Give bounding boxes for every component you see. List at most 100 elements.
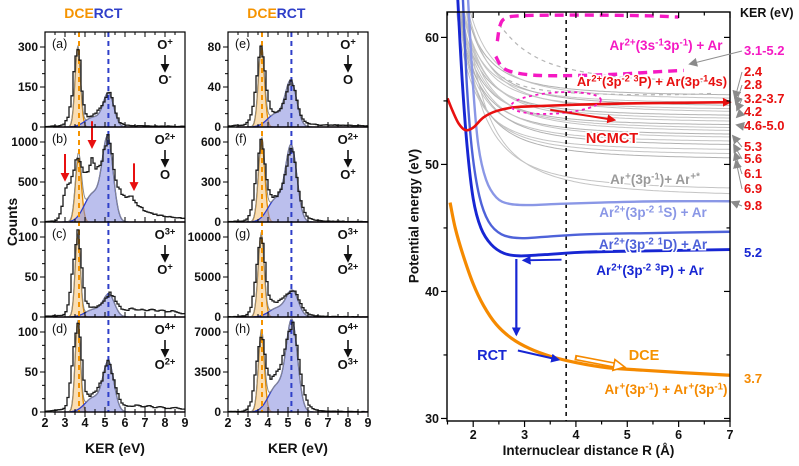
ker-axis-label-col1: KER (eV) [85,440,145,456]
curve-label-arpdar: Ar2+(3p-2 1D) + Ar [599,237,708,252]
curve-label-arpparps: Ar2+(3p-2 3P) + Ar(3p-14s) [577,74,727,89]
ker-leader-arrow [733,84,743,106]
initial-state-label: O3+ [338,227,359,242]
y-tick-label: 80 [208,40,222,54]
ker-leader-arrow [735,108,746,119]
x-tick-label: 2 [225,416,232,430]
panel-tag: (c) [52,227,67,241]
x-tick-label: 3 [245,416,252,430]
potential-curve-gray [460,12,730,116]
x-tick-label: 6 [305,416,312,430]
panel-decor-h: 2 3 4 5 6 7 8 9 0 3500 7000 (h) O4+ O3+ [194,316,372,430]
ker-leader-arrow [730,200,743,209]
x-tick-label: 4 [82,416,89,430]
potential-curve-gray [465,12,730,96]
y-tick-label: 300 [201,175,221,189]
final-state-label: O3+ [338,357,359,372]
potential-curve-gray [466,12,730,106]
y-tick-label: 100 [18,230,38,244]
initial-state-label: O4+ [338,322,359,337]
y-tick-label: 30 [425,412,439,426]
x-tick-label: 7 [142,416,149,430]
potential-curve-gray [460,12,730,138]
dce-header-col1: DCE [64,5,94,21]
y-tick-label: 10000 [188,230,222,244]
ker-value-3.1-5.2: 3.1-5.2 [744,43,784,58]
panel-decor-a: 0 150 300 (a) O+ O- [18,31,186,134]
ker-value-2.4: 2.4 [744,64,763,79]
panel-tag: (d) [52,322,67,336]
x-tick-label: 7 [325,416,332,430]
curve-label-rct: RCT [477,348,507,364]
panel-tag: (e) [235,37,250,51]
y-tick-label: 50 [25,365,39,379]
panel-tag: (g) [235,227,250,241]
curve-label-arparp: Ar+(3p-1) + Ar+(3p-1) [604,382,727,397]
y-tick-label: 7000 [194,325,221,339]
annotation-arrow [521,255,562,265]
x-tick-label: 5 [624,428,631,442]
dce-header-col2: DCE [247,5,277,21]
initial-state-label: O2+ [338,132,359,147]
y-tick-label: 600 [201,135,221,149]
final-state-label: O+ [157,262,173,277]
panel-tag: (b) [52,132,67,146]
curve-label-dce: DCE [629,348,660,364]
x-tick-label: 3 [521,428,528,442]
y-tick-label: 0 [214,405,221,419]
curve-blue-1S [466,0,731,207]
x-tick-label: 5 [285,416,292,430]
curve-blue-1D [461,0,731,240]
potential-curve-gray [465,12,730,195]
ker-leader-arrow [732,71,743,100]
ker-leader-arrow [735,98,745,112]
histogram-outline [228,138,368,223]
panel-tag: (h) [235,322,250,336]
ker-value-4.2: 4.2 [744,104,762,119]
curve-magenta-mid [494,55,684,78]
histogram-outline [45,322,185,412]
y-tick-label: 0 [31,120,38,134]
x-tick-label: 3 [62,416,69,430]
panel-decor-d: 2 3 4 5 6 7 8 9 0 50 100 (d) O4+ O2+ [18,316,189,430]
counts-axis-label: Counts [4,197,20,247]
potential-curve-gray [458,12,730,135]
rct-header-col1: RCT [93,5,123,21]
y-tick-label: 5000 [194,270,221,284]
x-tick-label: 9 [182,416,189,430]
y-tick-label: 150 [18,80,38,94]
x-tick-label: 8 [162,416,169,430]
y-tick-label: 50 [425,158,439,172]
ker-value-5.2: 5.2 [744,245,762,260]
x-tick-label: 9 [365,416,372,430]
curve-red [446,97,732,132]
y-tick-label: 40 [208,80,222,94]
histogram-outline [45,49,185,128]
ellipse-highlight [510,91,602,115]
final-state-label: O2+ [155,357,176,372]
x-tick-label: 2 [42,416,49,430]
curve-orange [448,202,731,377]
potential-curve-gray [458,12,730,142]
annotation-arrow [517,349,561,363]
ker-value-4.6-5.0: 4.6-5.0 [744,118,784,133]
potential-curve-gray-dashed [498,24,705,83]
x-tick-label: 5 [102,416,109,430]
panel-tag: (a) [52,37,67,51]
curve-label-ncmct: NCMCT [586,131,638,147]
ker-leader-arrow [735,121,745,131]
y-tick-label: 300 [18,40,38,54]
y-tick-label: 1000 [11,135,38,149]
right-potential-plot: 2 3 4 5 6 7 30 40 50 60 Ar2+(3s-13p-1) + Ar Ar2+(3p… [425,0,734,442]
final-state-label: O [343,72,353,87]
x-tick-label: 6 [675,428,682,442]
ker-value-3.7: 3.7 [744,371,762,386]
histogram-outline [45,133,185,223]
potential-curve-gray [462,12,730,189]
y-tick-label: 500 [18,175,38,189]
initial-state-label: O+ [340,37,356,52]
ker-value-2.8: 2.8 [744,77,762,92]
